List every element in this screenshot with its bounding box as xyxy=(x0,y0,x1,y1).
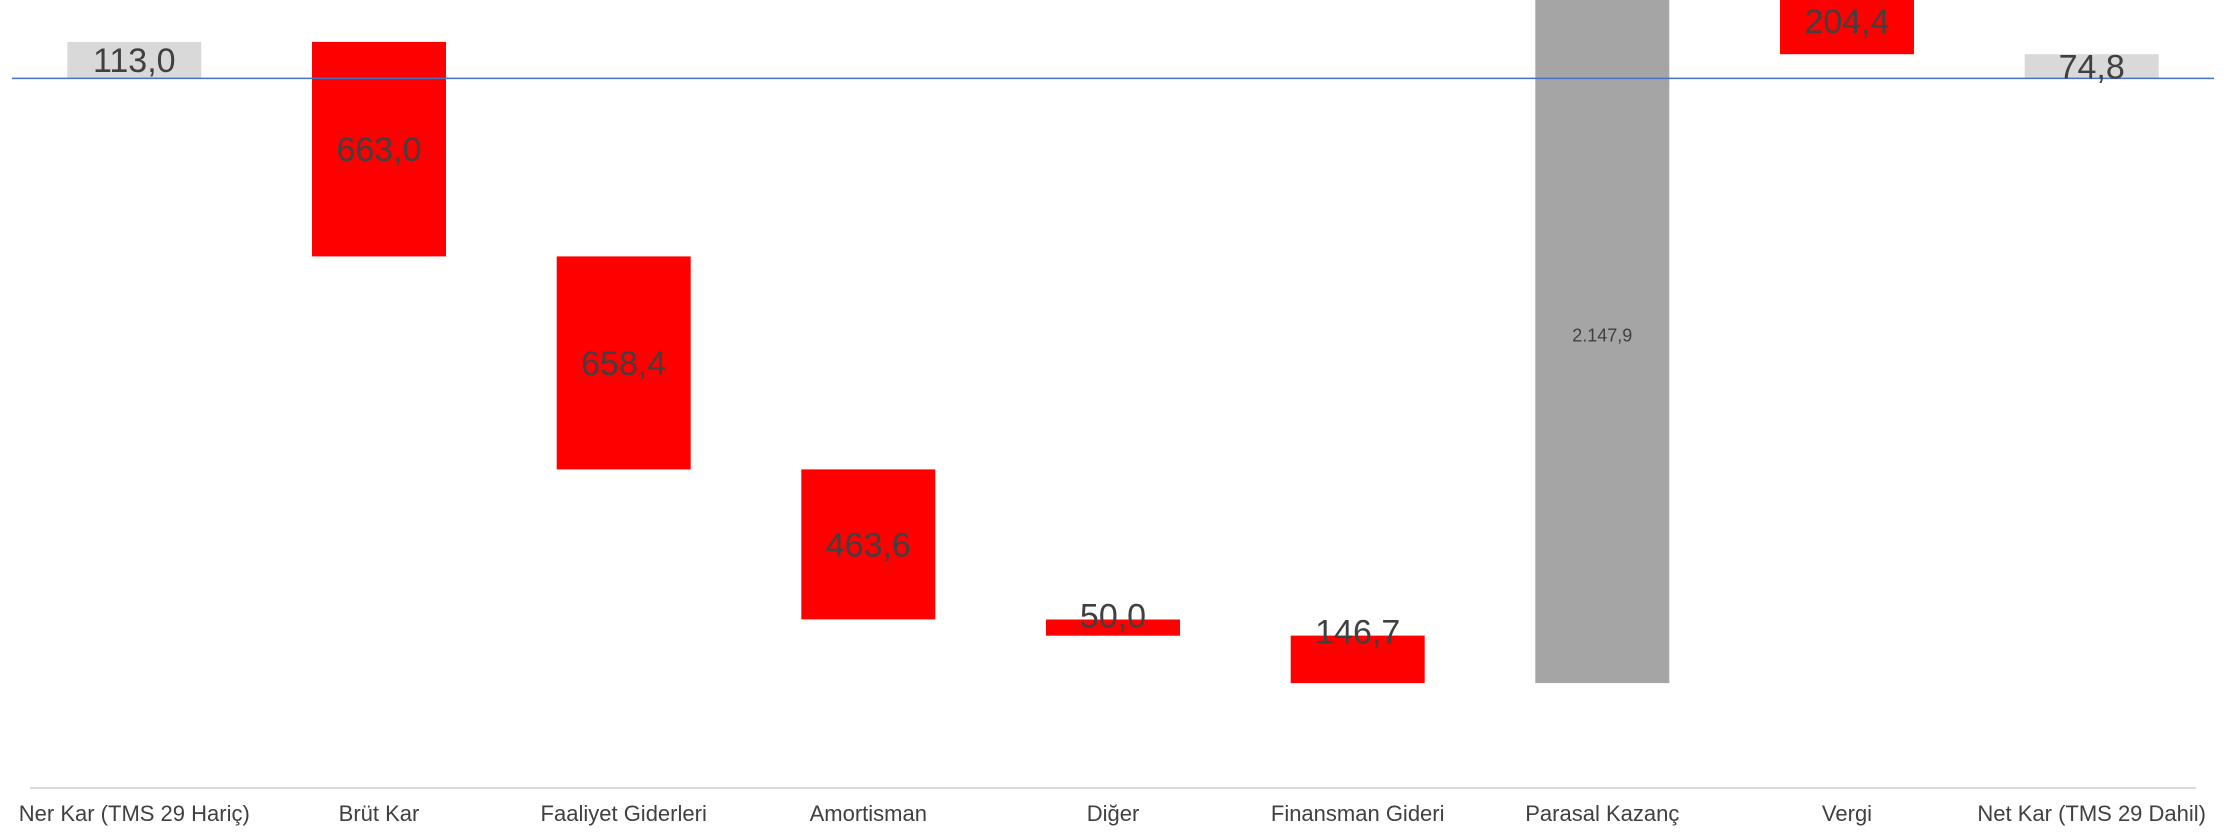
bar-8 xyxy=(1780,0,1914,55)
value-label-6: 146,7 xyxy=(1315,614,1400,652)
category-labels-layer: Ner Kar (TMS 29 Hariç) Brüt Kar Faaliyet G… xyxy=(19,801,2206,826)
value-label-1: 113,0 xyxy=(93,42,176,80)
category-label-7: Parasal Kazanç xyxy=(1525,801,1679,826)
bar-3 xyxy=(556,256,691,470)
value-label-3: 658,4 xyxy=(581,345,666,383)
value-label-5: 50,0 xyxy=(1080,598,1146,636)
value-label-7: 2.147,9 xyxy=(1572,326,1632,346)
value-label-4: 463,6 xyxy=(826,526,911,564)
bar-7 xyxy=(1535,0,1670,684)
category-label-3: Faaliyet Giderleri xyxy=(541,801,707,826)
value-label-8: 204,4 xyxy=(1804,3,1889,41)
value-label-2: 663,0 xyxy=(336,131,421,169)
bar-5 xyxy=(1046,619,1180,636)
category-label-9: Net Kar (TMS 29 Dahil) xyxy=(1977,801,2206,826)
bar-6 xyxy=(1290,635,1425,684)
bar-1 xyxy=(67,41,202,79)
bar-4 xyxy=(801,469,936,620)
bars-layer xyxy=(67,0,2159,684)
category-label-2: Brüt Kar xyxy=(339,801,420,826)
bar-9 xyxy=(2024,54,2159,79)
category-label-6: Finansman Gideri xyxy=(1271,801,1445,826)
category-label-8: Vergi xyxy=(1822,801,1872,826)
category-label-5: Diğer xyxy=(1087,801,1140,826)
value-label-9: 74,8 xyxy=(2059,48,2125,86)
category-label-4: Amortisman xyxy=(810,801,927,826)
category-label-1: Ner Kar (TMS 29 Hariç) xyxy=(19,801,250,826)
value-labels-layer: 113,0 663,0 658,4 463,6 50,0 146,7 2.147,9 204,… xyxy=(93,3,2125,652)
